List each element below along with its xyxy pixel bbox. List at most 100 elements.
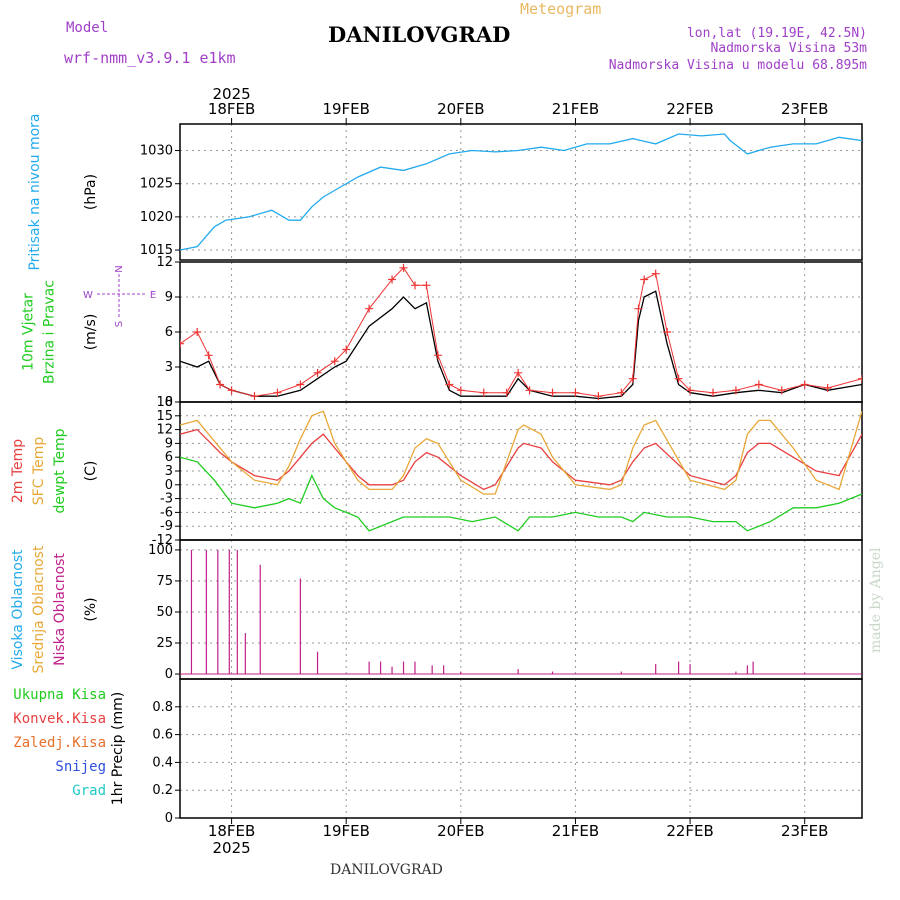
- series-line-wind_speed: [180, 290, 862, 400]
- plot-area-cloud: [180, 549, 862, 675]
- side-label-cloud-2: Niska Oblacnost: [52, 553, 68, 666]
- gust-marker: [858, 374, 862, 383]
- gust-marker: [514, 368, 523, 377]
- gust-marker: [651, 269, 660, 278]
- side-label-wind-0: 10m Vjetar: [21, 293, 37, 371]
- gust-marker: [399, 263, 408, 272]
- gust-marker: [227, 386, 236, 395]
- y-tick-label: 0: [165, 667, 173, 682]
- y-tick-label: 6: [165, 450, 173, 465]
- compass-south: S: [114, 321, 125, 327]
- gust-marker: [410, 281, 419, 290]
- gust-marker: [525, 386, 534, 395]
- x-tick-label-bottom: 20FEB: [437, 822, 484, 840]
- y-tick-label: 0: [165, 811, 173, 826]
- y-tick-label: 75: [156, 574, 173, 589]
- x-tick-label-top: 22FEB: [666, 100, 713, 118]
- y-tick-label: 1030: [140, 144, 173, 159]
- side-label-cloud-0: Visoka Oblacnost: [10, 549, 26, 670]
- gust-marker: [388, 275, 397, 284]
- elevation-label: Nadmorska Visina 53m: [710, 41, 867, 56]
- y-tick-label: 0.4: [152, 755, 173, 770]
- gust-marker: [445, 380, 454, 389]
- gust-marker: [479, 388, 488, 397]
- side-label-pressure-0: Pritisak na nivou mora: [27, 113, 43, 270]
- y-tick-label: -9: [160, 519, 173, 534]
- y-tick-label: 6: [165, 325, 173, 340]
- y-tick-label: 0.6: [152, 728, 173, 743]
- unit-label-cloud: (%): [83, 597, 99, 621]
- x-tick-label-bottom: 19FEB: [322, 822, 369, 840]
- footer-station: DANILOVGRAD: [330, 862, 443, 878]
- gust-marker: [571, 388, 580, 397]
- model-elevation-label: Nadmorska Visina u modelu 68.895m: [608, 58, 867, 73]
- y-tick-label: 9: [165, 436, 173, 451]
- gust-marker: [674, 374, 683, 383]
- y-tick-label: 3: [165, 360, 173, 375]
- gust-marker: [634, 304, 643, 313]
- station-title: DANILOVGRAD: [328, 22, 511, 47]
- y-tick-label: 9: [165, 290, 173, 305]
- gust-marker: [708, 388, 717, 397]
- y-tick-label: 12: [156, 255, 173, 270]
- panel-frame-cloud: [179, 539, 863, 680]
- gust-marker: [777, 386, 786, 395]
- year-label-top: 2025: [212, 85, 250, 103]
- y-tick-label: 1020: [140, 210, 173, 225]
- y-tick-label: 18: [156, 395, 173, 410]
- side-label-precip-1: Konvek.Kisa: [13, 711, 106, 727]
- side-label-cloud-1: Srednja Oblacnost: [31, 545, 47, 673]
- gust-marker: [180, 339, 184, 348]
- side-label-temperature-1: SFC Temp: [31, 437, 47, 506]
- y-tick-label: -6: [160, 505, 173, 520]
- model-label: Model: [66, 20, 109, 36]
- y-tick-label: 50: [156, 605, 173, 620]
- gust-marker: [663, 328, 672, 336]
- compass-west: W: [83, 290, 93, 301]
- y-tick-label: 15: [156, 409, 173, 424]
- y-tick-label: 1015: [140, 243, 173, 258]
- y-tick-label: 12: [156, 423, 173, 438]
- x-tick-label-top: 21FEB: [552, 100, 599, 118]
- compass-north: N: [114, 265, 125, 272]
- gust-marker: [313, 368, 322, 377]
- y-tick-label: 3: [165, 464, 173, 479]
- gust-marker: [594, 392, 603, 401]
- gust-marker: [342, 345, 351, 354]
- x-tick-label-bottom: 23FEB: [781, 822, 828, 840]
- y-tick-label: 0: [165, 478, 173, 493]
- gust-marker: [330, 357, 339, 366]
- series-line-temp2m: [180, 428, 862, 491]
- side-label-precip-2: Zaledj.Kisa: [13, 735, 106, 751]
- gust-marker: [548, 388, 557, 397]
- gust-marker: [193, 328, 202, 336]
- y-tick-label: 0.8: [152, 700, 173, 715]
- series-line-pressure: [180, 133, 862, 251]
- panel-frame-precip: [179, 678, 863, 819]
- x-tick-label-top: 23FEB: [781, 100, 828, 118]
- gust-marker: [640, 275, 649, 284]
- unit-label-wind: (m/s): [83, 314, 99, 351]
- side-label-wind-1: Brzina i Pravac: [42, 280, 58, 384]
- series-line-sfc_temp: [180, 410, 862, 495]
- gust-marker: [628, 374, 637, 383]
- unit-label-precip: 1hr Precip (mm): [110, 692, 126, 805]
- gust-marker: [422, 281, 431, 290]
- gust-marker: [731, 386, 740, 395]
- gust-marker: [456, 386, 465, 395]
- gust-marker: [754, 380, 763, 389]
- x-tick-label-top: 20FEB: [437, 100, 484, 118]
- plot-area-wind: [180, 263, 862, 401]
- side-label-precip-3: Snijeg: [55, 759, 106, 775]
- y-tick-label: 0: [165, 395, 173, 410]
- series-line-dewpoint: [180, 456, 862, 532]
- x-tick-label-bottom: 22FEB: [666, 822, 713, 840]
- y-tick-label: 0.2: [152, 783, 173, 798]
- gust-marker: [823, 384, 832, 392]
- side-label-precip-0: Ukupna Kisa: [13, 687, 106, 703]
- compass-east: E: [150, 290, 156, 301]
- gust-marker: [204, 351, 213, 360]
- side-label-temperature-0: 2m Temp: [10, 439, 26, 503]
